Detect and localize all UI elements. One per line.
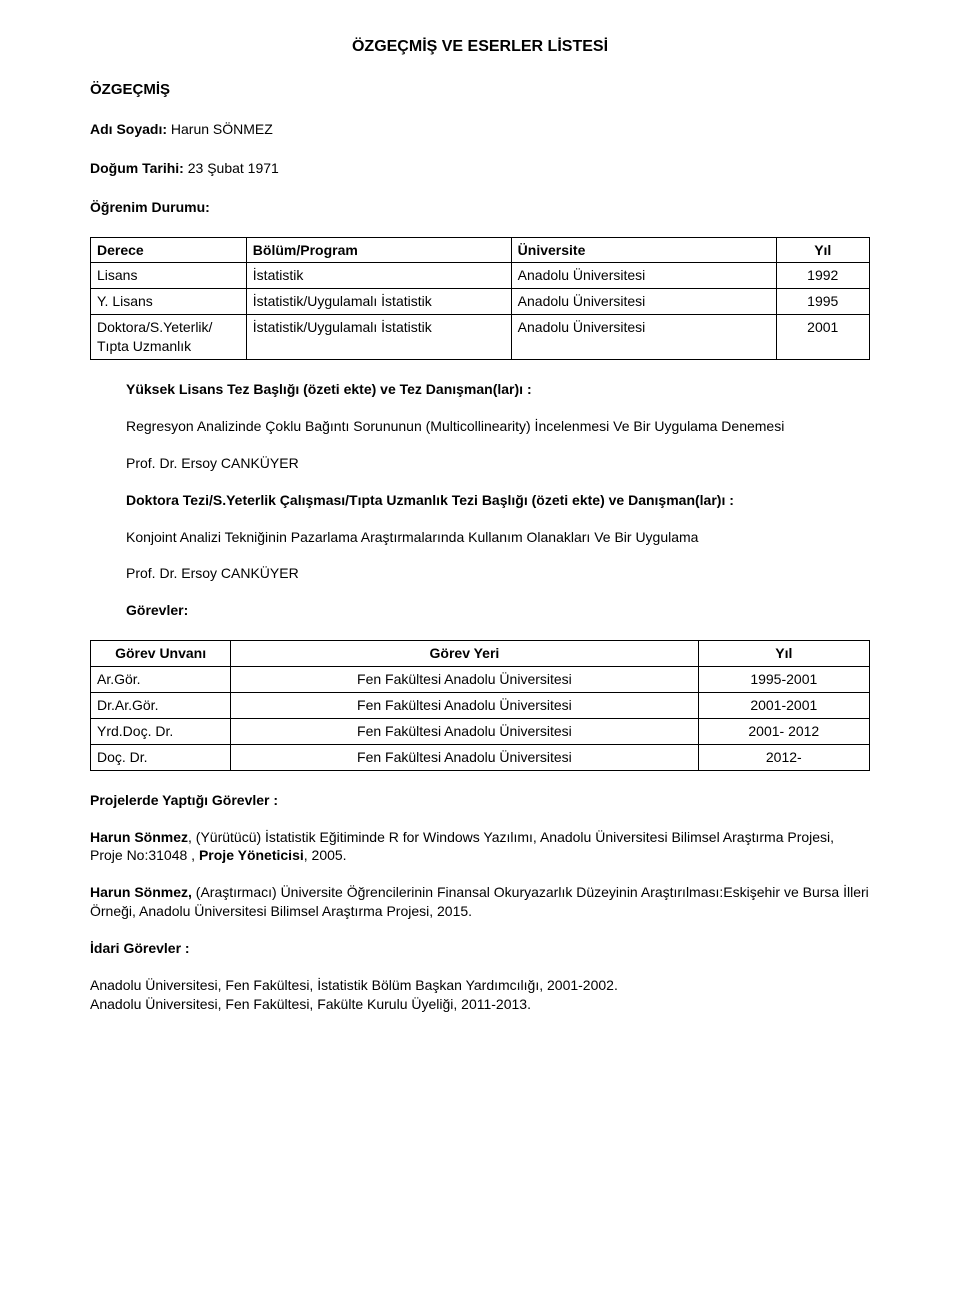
document-title: ÖZGEÇMİŞ VE ESERLER LİSTESİ — [90, 36, 870, 58]
project-1-tail: , 2005. — [304, 847, 347, 863]
table-cell: Yrd.Doç. Dr. — [91, 718, 231, 744]
table-cell: Doç. Dr. — [91, 744, 231, 770]
dob-value: 23 Şubat 1971 — [188, 160, 279, 176]
table-cell: Fen Fakültesi Anadolu Üniversitesi — [231, 744, 698, 770]
table-cell: Lisans — [91, 263, 247, 289]
table-row: Doktora/S.Yeterlik/ Tıpta Uzmanlıkİstati… — [91, 315, 870, 360]
project-1-role: Proje Yöneticisi — [199, 847, 304, 863]
phd-advisor: Prof. Dr. Ersoy CANKÜYER — [126, 564, 870, 583]
table-header-row: Görev Unvanı Görev Yeri Yıl — [91, 641, 870, 667]
table-cell: Ar.Gör. — [91, 667, 231, 693]
admin-heading: İdari Görevler : — [90, 939, 870, 958]
name-value: Harun SÖNMEZ — [171, 121, 273, 137]
edu-header-degree: Derece — [91, 237, 247, 263]
table-cell: Fen Fakültesi Anadolu Üniversitesi — [231, 692, 698, 718]
table-cell: 2001 — [776, 315, 869, 360]
table-cell: 2001-2001 — [698, 692, 869, 718]
table-cell: 1995 — [776, 289, 869, 315]
table-row: Ar.Gör.Fen Fakültesi Anadolu Üniversites… — [91, 667, 870, 693]
table-cell: Anadolu Üniversitesi — [511, 315, 776, 360]
project-item-1: Harun Sönmez, (Yürütücü) İstatistik Eğit… — [90, 828, 870, 866]
edu-header-university: Üniversite — [511, 237, 776, 263]
table-cell: Anadolu Üniversitesi — [511, 289, 776, 315]
cv-section-heading: ÖZGEÇMİŞ — [90, 80, 870, 100]
table-row: Dr.Ar.Gör.Fen Fakültesi Anadolu Üniversi… — [91, 692, 870, 718]
phd-heading: Doktora Tezi/S.Yeterlik Çalışması/Tıpta … — [126, 491, 870, 510]
table-cell: 1992 — [776, 263, 869, 289]
table-row: Yrd.Doç. Dr.Fen Fakültesi Anadolu Üniver… — [91, 718, 870, 744]
admin-line-1: Anadolu Üniversitesi, Fen Fakültesi, İst… — [90, 976, 870, 995]
education-label-row: Öğrenim Durumu: — [90, 198, 870, 217]
dob-label: Doğum Tarihi: — [90, 160, 184, 176]
project-item-2: Harun Sönmez, (Araştırmacı) Üniversite Ö… — [90, 883, 870, 921]
table-cell: Doktora/S.Yeterlik/ Tıpta Uzmanlık — [91, 315, 247, 360]
table-cell: 2012- — [698, 744, 869, 770]
table-cell: 1995-2001 — [698, 667, 869, 693]
phd-thesis-title: Konjoint Analizi Tekniğinin Pazarlama Ar… — [126, 528, 870, 547]
project-1-name: Harun Sönmez — [90, 829, 188, 845]
project-2-name: Harun Sönmez, — [90, 884, 192, 900]
msc-advisor: Prof. Dr. Ersoy CANKÜYER — [126, 454, 870, 473]
name-row: Adı Soyadı: Harun SÖNMEZ — [90, 120, 870, 139]
name-label: Adı Soyadı: — [90, 121, 167, 137]
table-cell: Fen Fakültesi Anadolu Üniversitesi — [231, 718, 698, 744]
table-cell: Y. Lisans — [91, 289, 247, 315]
msc-heading: Yüksek Lisans Tez Başlığı (özeti ekte) v… — [126, 380, 870, 399]
positions-heading: Görevler: — [126, 601, 870, 620]
table-cell: İstatistik/Uygulamalı İstatistik — [246, 315, 511, 360]
table-cell: Dr.Ar.Gör. — [91, 692, 231, 718]
posn-header-place: Görev Yeri — [231, 641, 698, 667]
edu-header-program: Bölüm/Program — [246, 237, 511, 263]
edu-header-year: Yıl — [776, 237, 869, 263]
table-cell: Fen Fakültesi Anadolu Üniversitesi — [231, 667, 698, 693]
table-cell: İstatistik — [246, 263, 511, 289]
msc-thesis-title: Regresyon Analizinde Çoklu Bağıntı Sorun… — [126, 417, 870, 436]
table-cell: 2001- 2012 — [698, 718, 869, 744]
table-cell: Anadolu Üniversitesi — [511, 263, 776, 289]
posn-header-title: Görev Unvanı — [91, 641, 231, 667]
msc-block: Yüksek Lisans Tez Başlığı (özeti ekte) v… — [126, 380, 870, 620]
table-row: LisansİstatistikAnadolu Üniversitesi1992 — [91, 263, 870, 289]
education-label: Öğrenim Durumu: — [90, 199, 210, 215]
table-row: Y. Lisansİstatistik/Uygulamalı İstatisti… — [91, 289, 870, 315]
table-row: Doç. Dr.Fen Fakültesi Anadolu Üniversite… — [91, 744, 870, 770]
education-table: Derece Bölüm/Program Üniversite Yıl Lisa… — [90, 237, 870, 360]
positions-table: Görev Unvanı Görev Yeri Yıl Ar.Gör.Fen F… — [90, 640, 870, 770]
dob-row: Doğum Tarihi: 23 Şubat 1971 — [90, 159, 870, 178]
projects-heading: Projelerde Yaptığı Görevler : — [90, 791, 870, 810]
posn-header-year: Yıl — [698, 641, 869, 667]
project-2-text: (Araştırmacı) Üniversite Öğrencilerinin … — [90, 884, 869, 919]
admin-line-2: Anadolu Üniversitesi, Fen Fakültesi, Fak… — [90, 995, 870, 1014]
table-header-row: Derece Bölüm/Program Üniversite Yıl — [91, 237, 870, 263]
table-cell: İstatistik/Uygulamalı İstatistik — [246, 289, 511, 315]
